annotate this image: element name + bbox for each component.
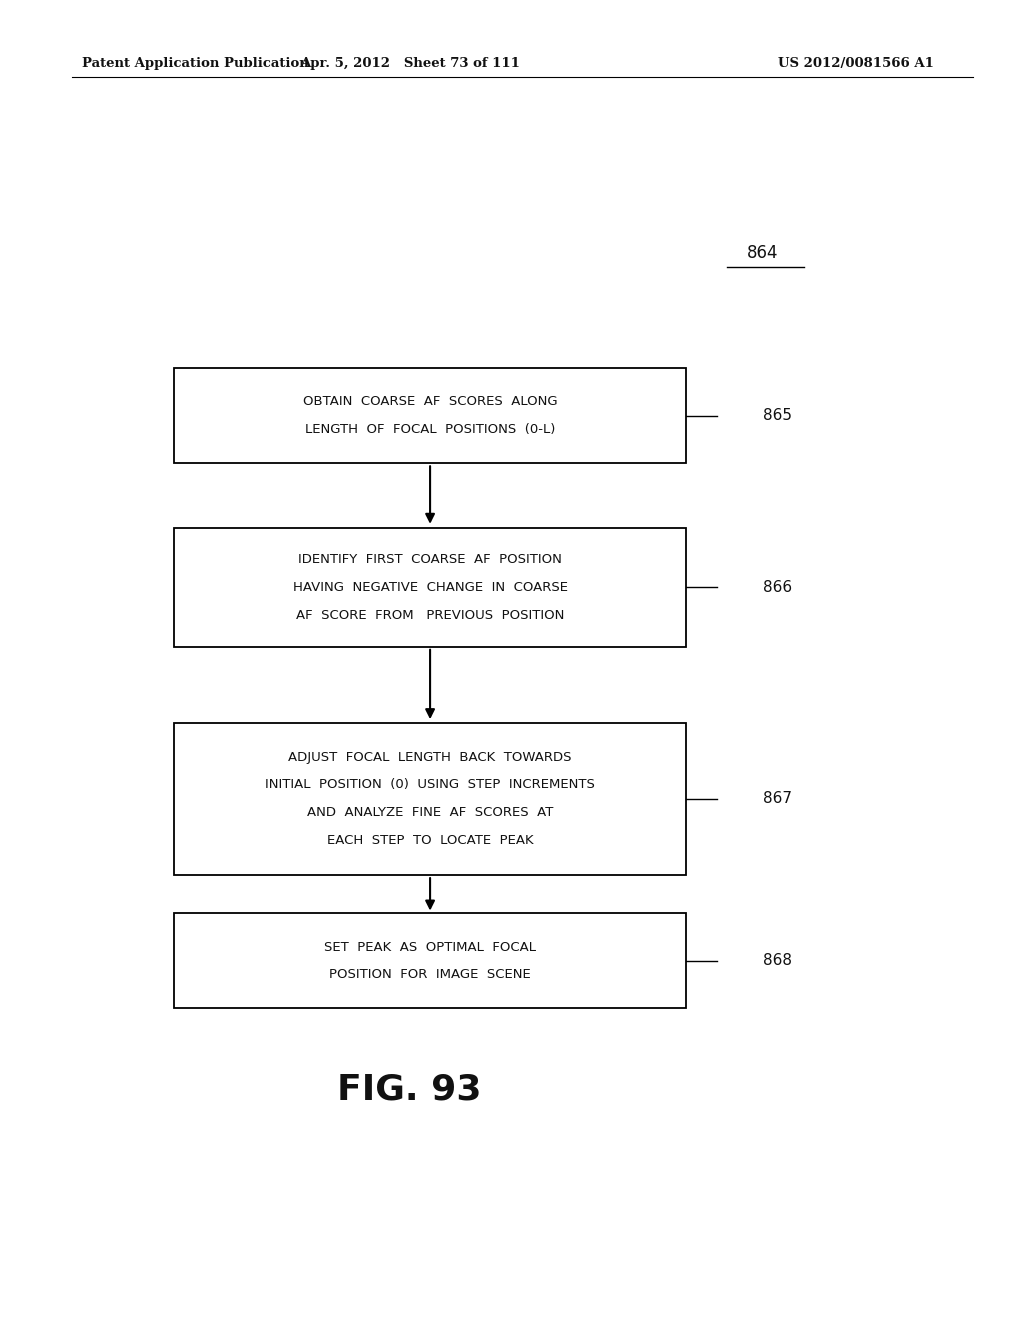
Text: LENGTH  OF  FOCAL  POSITIONS  (0-L): LENGTH OF FOCAL POSITIONS (0-L) <box>305 424 555 436</box>
Text: US 2012/0081566 A1: US 2012/0081566 A1 <box>778 57 934 70</box>
Text: FIG. 93: FIG. 93 <box>337 1072 482 1106</box>
Bar <box>174 528 686 647</box>
Bar <box>174 722 686 874</box>
Text: HAVING  NEGATIVE  CHANGE  IN  COARSE: HAVING NEGATIVE CHANGE IN COARSE <box>293 581 567 594</box>
Text: 866: 866 <box>763 579 792 595</box>
Text: Apr. 5, 2012   Sheet 73 of 111: Apr. 5, 2012 Sheet 73 of 111 <box>300 57 519 70</box>
Text: POSITION  FOR  IMAGE  SCENE: POSITION FOR IMAGE SCENE <box>329 969 531 981</box>
Text: AF  SCORE  FROM   PREVIOUS  POSITION: AF SCORE FROM PREVIOUS POSITION <box>296 609 564 622</box>
Text: OBTAIN  COARSE  AF  SCORES  ALONG: OBTAIN COARSE AF SCORES ALONG <box>303 396 557 408</box>
Text: 864: 864 <box>748 244 778 263</box>
Text: 867: 867 <box>763 791 792 807</box>
Text: IDENTIFY  FIRST  COARSE  AF  POSITION: IDENTIFY FIRST COARSE AF POSITION <box>298 553 562 566</box>
Text: EACH  STEP  TO  LOCATE  PEAK: EACH STEP TO LOCATE PEAK <box>327 834 534 846</box>
Bar <box>174 368 686 463</box>
Text: AND  ANALYZE  FINE  AF  SCORES  AT: AND ANALYZE FINE AF SCORES AT <box>307 807 553 818</box>
Text: 868: 868 <box>763 953 792 969</box>
Text: Patent Application Publication: Patent Application Publication <box>82 57 308 70</box>
Text: SET  PEAK  AS  OPTIMAL  FOCAL: SET PEAK AS OPTIMAL FOCAL <box>324 941 537 953</box>
Bar <box>174 913 686 1008</box>
Text: ADJUST  FOCAL  LENGTH  BACK  TOWARDS: ADJUST FOCAL LENGTH BACK TOWARDS <box>289 751 571 763</box>
Text: 865: 865 <box>763 408 792 424</box>
Text: INITIAL  POSITION  (0)  USING  STEP  INCREMENTS: INITIAL POSITION (0) USING STEP INCREMEN… <box>265 779 595 791</box>
